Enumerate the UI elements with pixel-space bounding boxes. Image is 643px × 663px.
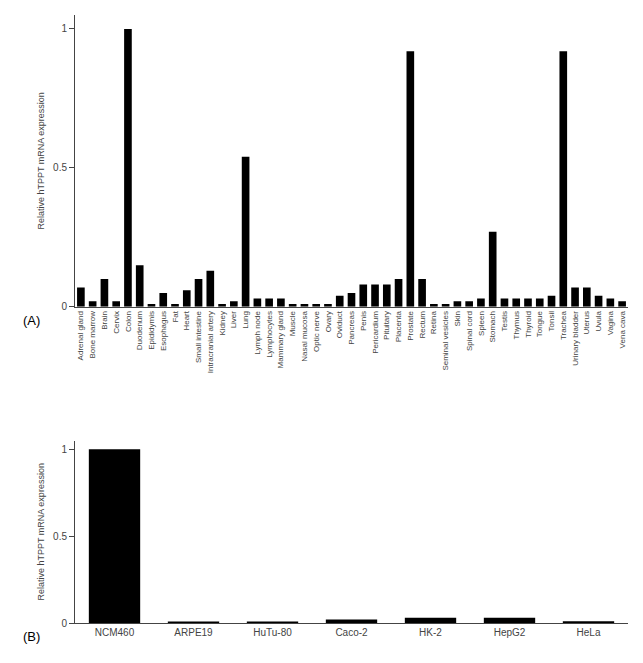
svg-text:Spinal cord: Spinal cord [465, 311, 474, 351]
svg-text:Seminal vesicles: Seminal vesicles [441, 311, 450, 371]
svg-text:Bone marrow: Bone marrow [88, 311, 97, 359]
svg-text:Rectum: Rectum [418, 311, 427, 339]
svg-text:1: 1 [61, 444, 67, 455]
svg-text:0: 0 [61, 618, 67, 629]
svg-text:Adrenal gland: Adrenal gland [76, 311, 85, 360]
svg-text:ARPE19: ARPE19 [174, 627, 213, 638]
svg-text:Trachea: Trachea [559, 311, 568, 341]
svg-text:Oviduct: Oviduct [335, 310, 344, 338]
svg-text:Small intestine: Small intestine [194, 310, 203, 363]
svg-text:Vena cava: Vena cava [618, 311, 627, 349]
svg-text:Lymphocytes: Lymphocytes [265, 311, 274, 358]
svg-text:Uterus: Uterus [582, 311, 591, 335]
svg-text:Urinary bladder: Urinary bladder [571, 311, 580, 366]
svg-text:Esophagus: Esophagus [159, 311, 168, 351]
svg-text:Mammary gland: Mammary gland [277, 311, 286, 368]
svg-text:(B): (B) [23, 629, 40, 644]
svg-text:Placenta: Placenta [394, 310, 403, 342]
svg-text:Epididymis: Epididymis [147, 311, 156, 350]
svg-text:Lymph node: Lymph node [253, 310, 262, 354]
svg-text:Spleen: Spleen [477, 311, 486, 336]
svg-text:Pituitary: Pituitary [382, 311, 391, 340]
svg-text:Prostate: Prostate [406, 310, 415, 340]
svg-text:Ovary: Ovary [324, 311, 333, 332]
svg-text:HepG2: HepG2 [494, 627, 526, 638]
svg-text:0.5: 0.5 [53, 162, 67, 173]
svg-text:Heart: Heart [182, 310, 191, 330]
svg-text:(A): (A) [23, 313, 40, 328]
svg-text:Tongue: Tongue [535, 310, 544, 337]
svg-text:Liver: Liver [229, 311, 238, 329]
svg-text:Vagina: Vagina [606, 311, 615, 336]
svg-text:Cervix: Cervix [112, 311, 121, 334]
svg-text:Thyroid: Thyroid [524, 311, 533, 338]
svg-text:Relative hTPPT mRNA expression: Relative hTPPT mRNA expression [36, 92, 46, 229]
svg-text:Colon: Colon [124, 311, 133, 332]
svg-text:HK-2: HK-2 [419, 627, 442, 638]
svg-text:Relative hTPPT mRNA expression: Relative hTPPT mRNA expression [36, 463, 46, 600]
svg-text:Fat: Fat [171, 310, 180, 322]
svg-text:HeLa: HeLa [577, 627, 601, 638]
svg-text:0: 0 [61, 301, 67, 312]
svg-text:Retina: Retina [429, 310, 438, 334]
svg-text:Uvula: Uvula [594, 310, 603, 331]
svg-text:0.5: 0.5 [53, 531, 67, 542]
svg-text:Muscle: Muscle [288, 310, 297, 336]
svg-text:1: 1 [61, 23, 67, 34]
svg-text:Nasal mucosa: Nasal mucosa [300, 310, 309, 361]
svg-text:Lung: Lung [241, 311, 250, 329]
svg-text:Pancreas: Pancreas [347, 311, 356, 345]
svg-text:Stomach: Stomach [488, 311, 497, 343]
svg-text:Kidney: Kidney [218, 311, 227, 335]
svg-text:NCM460: NCM460 [95, 627, 135, 638]
svg-text:Tonsil: Tonsil [547, 311, 556, 332]
svg-text:Brain: Brain [100, 311, 109, 330]
svg-text:HuTu-80: HuTu-80 [253, 627, 292, 638]
svg-text:Intracranial artery: Intracranial artery [206, 311, 215, 373]
svg-text:Thymus: Thymus [512, 311, 521, 339]
svg-text:Skin: Skin [453, 311, 462, 327]
svg-text:Testis: Testis [500, 311, 509, 331]
svg-text:Duodenum: Duodenum [135, 311, 144, 350]
svg-text:Pericardium: Pericardium [371, 311, 380, 354]
svg-text:Penis: Penis [359, 311, 368, 331]
svg-text:Optic nerve: Optic nerve [312, 310, 321, 351]
svg-text:Caco-2: Caco-2 [335, 627, 368, 638]
